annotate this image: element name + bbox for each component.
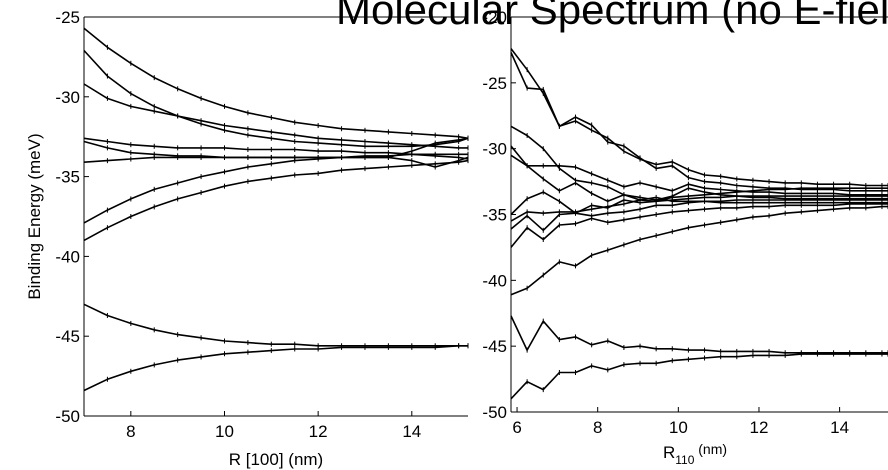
series-line-9 — [83, 303, 468, 347]
series-line-2 — [510, 52, 888, 192]
x-axis-label: R110 (nm) — [663, 441, 727, 467]
y-tick-label: -25 — [482, 74, 507, 93]
series-line-3 — [83, 83, 468, 149]
x-tick-label: 6 — [512, 418, 521, 437]
series-line-6 — [83, 156, 469, 168]
y-tick-label: -45 — [55, 327, 80, 346]
series-line-10 — [83, 344, 468, 392]
x-tick-label: 8 — [126, 422, 135, 441]
y-tick-label: -20 — [482, 8, 507, 27]
x-axis-label-subscript: 110 — [675, 453, 694, 467]
x-tick-label: 12 — [750, 418, 769, 437]
series-line-12 — [510, 353, 888, 400]
y-tick-label: -45 — [482, 337, 507, 356]
x-axis-label: R [100] (nm) — [229, 450, 323, 469]
y-tick-label: -40 — [55, 247, 80, 266]
series-line-11 — [510, 315, 888, 354]
x-tick-label: 14 — [402, 422, 421, 441]
y-tick-label: -50 — [482, 403, 507, 422]
y-tick-label: -35 — [482, 206, 507, 225]
y-tick-label: -40 — [482, 271, 507, 290]
x-tick-label: 14 — [830, 418, 849, 437]
x-axis-label-main: R — [663, 443, 675, 462]
series-line-10 — [510, 205, 888, 296]
x-tick-label: 10 — [215, 422, 234, 441]
series-line-4 — [83, 137, 469, 160]
x-axis-label-unit: (nm) — [694, 441, 727, 457]
x-tick-label: 10 — [669, 418, 688, 437]
y-tick-label: -30 — [482, 140, 507, 159]
series-line-7 — [83, 153, 468, 224]
series-line-1 — [510, 48, 888, 187]
series-line-2 — [83, 49, 469, 148]
x-tick-label: 12 — [309, 422, 328, 441]
series-line-1 — [83, 27, 469, 140]
y-tick-label: -35 — [55, 168, 80, 187]
series-line-8 — [83, 159, 469, 242]
y-axis-label: Binding Energy (meV) — [25, 133, 44, 299]
y-tick-label: -25 — [55, 8, 80, 27]
y-tick-label: -50 — [55, 407, 80, 426]
right-panel: -20 -25 -30 -35 -40 -45 -50 6 8 10 12 14 R110 (nm) — [482, 8, 888, 467]
left-panel: -25 -30 -35 -40 -45 -50 8 10 12 14 R [100] (nm) Bin… — [25, 8, 469, 469]
y-tick-label: -30 — [55, 88, 80, 107]
x-tick-label: 8 — [593, 418, 602, 437]
